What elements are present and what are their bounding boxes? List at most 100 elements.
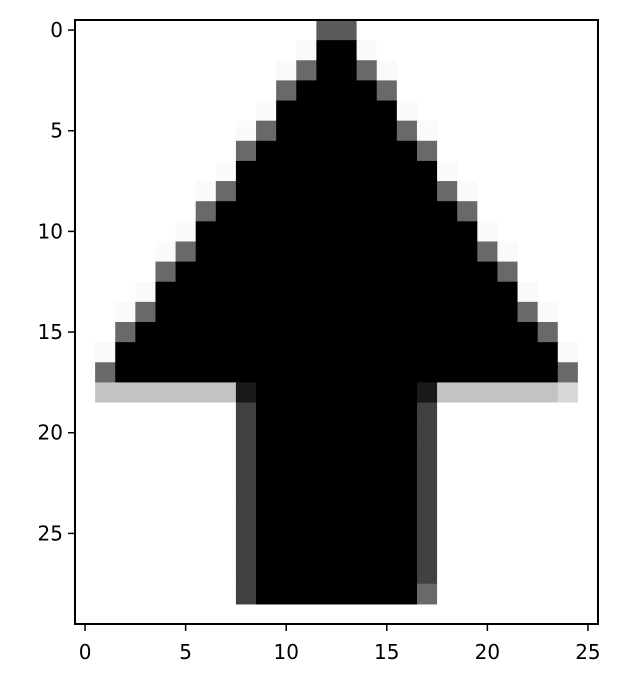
heatmap-cell-r28-c21 — [497, 583, 519, 605]
heatmap-cell-r2-c13 — [336, 60, 358, 81]
heatmap-cell-r8-c15 — [376, 181, 398, 202]
heatmap-cell-r3-c13 — [336, 80, 358, 102]
heatmap-cell-r20-c20 — [477, 422, 499, 444]
heatmap-cell-r20-c4 — [155, 422, 177, 444]
heatmap-cell-r1-c4 — [155, 40, 177, 61]
heatmap-cell-r21-c18 — [437, 442, 458, 464]
heatmap-cell-r11-c14 — [356, 241, 378, 263]
heatmap-cell-r13-c18 — [437, 281, 458, 303]
heatmap-cell-r6-c19 — [457, 140, 478, 162]
heatmap-cell-r8-c1 — [95, 181, 116, 202]
heatmap-cell-r2-c1 — [95, 60, 116, 81]
heatmap-cell-r17-c25 — [577, 362, 599, 383]
heatmap-cell-r0-c22 — [517, 20, 539, 41]
heatmap-cell-r3-c20 — [477, 80, 499, 102]
heatmap-cell-r20-c18 — [437, 422, 458, 444]
heatmap-cell-r28-c11 — [296, 583, 317, 605]
heatmap-cell-r9-c15 — [376, 201, 398, 222]
heatmap-cell-r24-c1 — [95, 503, 116, 524]
heatmap-cell-r25-c22 — [517, 523, 539, 545]
heatmap-cell-r26-c21 — [497, 543, 519, 565]
heatmap-cell-r19-c10 — [276, 402, 297, 424]
heatmap-cell-r6-c22 — [517, 140, 539, 162]
heatmap-cell-r6-c0 — [75, 140, 96, 162]
heatmap-cell-r16-c20 — [477, 342, 499, 363]
heatmap-cell-r18-c16 — [396, 382, 418, 404]
heatmap-cell-r28-c0 — [75, 583, 96, 605]
heatmap-cell-r15-c9 — [256, 322, 277, 343]
heatmap-cell-r20-c14 — [356, 422, 378, 444]
heatmap-cell-r0-c14 — [356, 20, 378, 41]
heatmap-cell-r4-c19 — [457, 100, 478, 122]
heatmap-cell-r28-c1 — [95, 583, 116, 605]
heatmap-cell-r19-c9 — [256, 402, 277, 424]
heatmap-cell-r23-c6 — [195, 483, 217, 504]
heatmap-cell-r11-c15 — [376, 241, 398, 263]
heatmap-cell-r10-c25 — [577, 221, 599, 243]
heatmap-cell-r19-c8 — [235, 402, 257, 424]
heatmap-cell-r8-c19 — [457, 181, 478, 202]
heatmap-cell-r23-c10 — [276, 483, 297, 504]
heatmap-cell-r17-c3 — [135, 362, 157, 383]
heatmap-cell-r19-c25 — [577, 402, 599, 424]
heatmap-cell-r2-c8 — [235, 60, 257, 81]
heatmap-cell-r8-c21 — [497, 181, 519, 202]
heatmap-cell-r3-c10 — [276, 80, 297, 102]
heatmap-cell-r27-c25 — [577, 563, 599, 585]
heatmap-cell-r22-c2 — [115, 462, 136, 484]
heatmap-cell-r7-c10 — [276, 160, 297, 182]
heatmap-cell-r14-c10 — [276, 301, 297, 323]
x-tick-label: 5 — [179, 640, 192, 664]
heatmap-cell-r4-c12 — [316, 100, 338, 122]
heatmap-cell-r5-c8 — [235, 120, 257, 142]
heatmap-cell-r28-c5 — [175, 583, 197, 605]
heatmap-cell-r4-c8 — [235, 100, 257, 122]
heatmap-cell-r21-c19 — [457, 442, 478, 464]
heatmap-cell-r19-c21 — [497, 402, 519, 424]
heatmap-cell-r27-c22 — [517, 563, 539, 585]
heatmap-cell-r3-c0 — [75, 80, 96, 102]
heatmap-cell-r21-c10 — [276, 442, 297, 464]
heatmap-cell-r5-c7 — [215, 120, 237, 142]
heatmap-cell-r17-c24 — [557, 362, 579, 383]
heatmap-cell-r2-c14 — [356, 60, 378, 81]
heatmap-cell-r13-c4 — [155, 281, 177, 303]
heatmap-cell-r24-c17 — [416, 503, 438, 524]
heatmap-cell-r0-c13 — [336, 20, 358, 41]
heatmap-cell-r20-c6 — [195, 422, 217, 444]
heatmap-cell-r15-c6 — [195, 322, 217, 343]
heatmap-cell-r10-c17 — [416, 221, 438, 243]
heatmap-cell-r11-c19 — [457, 241, 478, 263]
heatmap-cell-r11-c10 — [276, 241, 297, 263]
heatmap-cell-r6-c16 — [396, 140, 418, 162]
heatmap-cell-r20-c0 — [75, 422, 96, 444]
heatmap-cell-r7-c1 — [95, 160, 116, 182]
heatmap-cell-r10-c16 — [396, 221, 418, 243]
heatmap-cell-r0-c21 — [497, 20, 519, 41]
plot-frame — [74, 19, 599, 625]
heatmap-cell-r25-c23 — [537, 523, 559, 545]
heatmap-cell-r9-c0 — [75, 201, 96, 222]
heatmap-cell-r25-c0 — [75, 523, 96, 545]
heatmap-cell-r19-c20 — [477, 402, 499, 424]
heatmap-cell-r9-c9 — [256, 201, 277, 222]
heatmap-cell-r12-c25 — [577, 261, 599, 283]
heatmap-cell-r16-c3 — [135, 342, 157, 363]
heatmap-cell-r2-c5 — [175, 60, 197, 81]
heatmap-cell-r25-c16 — [396, 523, 418, 545]
heatmap-cell-r23-c8 — [235, 483, 257, 504]
heatmap-cell-r11-c18 — [437, 241, 458, 263]
heatmap-cell-r27-c20 — [477, 563, 499, 585]
heatmap-cell-r22-c21 — [497, 462, 519, 484]
heatmap-cell-r9-c17 — [416, 201, 438, 222]
heatmap-cell-r23-c22 — [517, 483, 539, 504]
heatmap-cell-r22-c17 — [416, 462, 438, 484]
heatmap-cell-r14-c16 — [396, 301, 418, 323]
heatmap-cell-r9-c7 — [215, 201, 237, 222]
heatmap-cell-r28-c7 — [215, 583, 237, 605]
heatmap-cell-r24-c10 — [276, 503, 297, 524]
heatmap-cell-r4-c18 — [437, 100, 458, 122]
heatmap-cell-r3-c1 — [95, 80, 116, 102]
heatmap-cell-r7-c16 — [396, 160, 418, 182]
heatmap-cell-r9-c13 — [336, 201, 358, 222]
